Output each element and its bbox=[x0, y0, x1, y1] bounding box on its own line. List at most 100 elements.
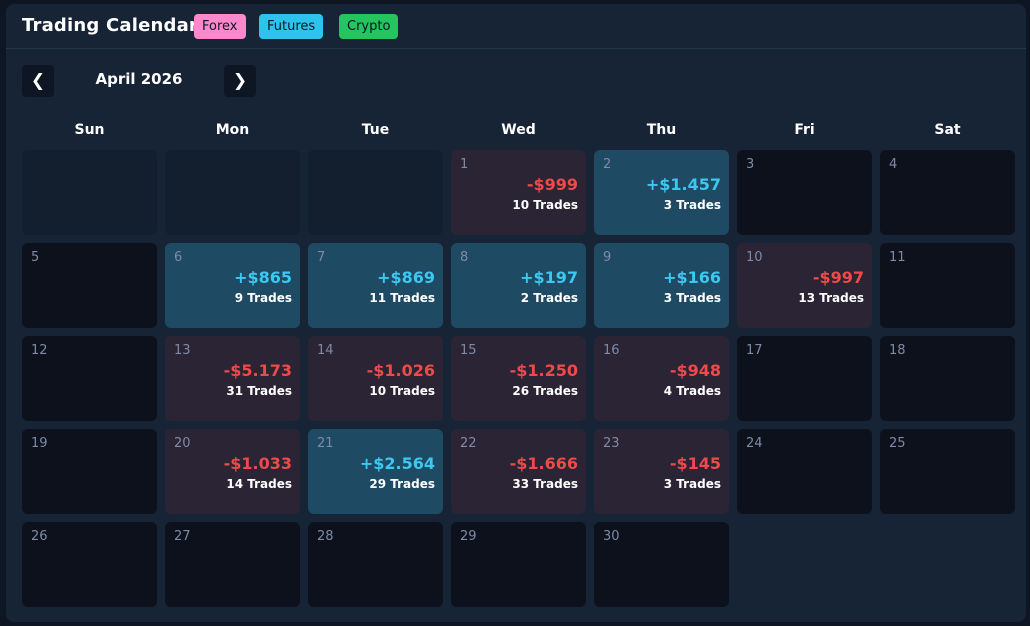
day-cell[interactable]: 4 bbox=[880, 150, 1015, 235]
day-cell[interactable]: 26 bbox=[22, 522, 157, 607]
month-label: April 2026 bbox=[95, 70, 183, 88]
weekday-label: Fri bbox=[794, 122, 815, 138]
day-trade-count: 2 Trades bbox=[520, 291, 578, 305]
day-number: 12 bbox=[31, 343, 48, 358]
day-pnl: -$145 bbox=[669, 454, 721, 473]
day-number: 11 bbox=[889, 250, 906, 265]
day-number: 6 bbox=[174, 250, 183, 265]
day-cell[interactable]: 22 -$1.666 33 Trades bbox=[451, 429, 586, 514]
weekday-label: Sat bbox=[934, 122, 961, 138]
day-number: 4 bbox=[889, 157, 898, 172]
empty-day-cell bbox=[308, 150, 443, 235]
day-number: 1 bbox=[460, 157, 469, 172]
day-cell[interactable]: 27 bbox=[165, 522, 300, 607]
weekday-label: Mon bbox=[215, 122, 250, 138]
day-pnl: -$1.026 bbox=[366, 361, 435, 380]
tag-forex[interactable]: Forex bbox=[194, 14, 246, 39]
day-number: 17 bbox=[746, 343, 763, 358]
day-cell[interactable]: 20 -$1.033 14 Trades bbox=[165, 429, 300, 514]
day-pnl: +$869 bbox=[377, 268, 435, 287]
day-cell[interactable]: 1 -$999 10 Trades bbox=[451, 150, 586, 235]
day-trade-count: 31 Trades bbox=[226, 384, 292, 398]
day-pnl: -$948 bbox=[669, 361, 721, 380]
day-cell[interactable]: 12 bbox=[22, 336, 157, 421]
day-cell[interactable]: 16 -$948 4 Trades bbox=[594, 336, 729, 421]
day-cell[interactable]: 5 bbox=[22, 243, 157, 328]
day-pnl: -$5.173 bbox=[223, 361, 292, 380]
day-trade-count: 10 Trades bbox=[512, 198, 578, 212]
day-pnl: -$999 bbox=[526, 175, 578, 194]
day-pnl: +$2.564 bbox=[359, 454, 435, 473]
empty-day-cell bbox=[165, 150, 300, 235]
day-cell[interactable]: 11 bbox=[880, 243, 1015, 328]
day-pnl: +$197 bbox=[520, 268, 578, 287]
day-pnl: +$865 bbox=[234, 268, 292, 287]
day-number: 15 bbox=[460, 343, 477, 358]
day-number: 8 bbox=[460, 250, 469, 265]
day-number: 24 bbox=[746, 436, 763, 451]
day-number: 29 bbox=[460, 529, 477, 544]
day-cell[interactable]: 28 bbox=[308, 522, 443, 607]
next-month-button[interactable]: ❯ bbox=[224, 65, 256, 97]
day-cell[interactable]: 8 +$197 2 Trades bbox=[451, 243, 586, 328]
chevron-left-icon: ❮ bbox=[30, 71, 46, 91]
empty-day-cell bbox=[22, 150, 157, 235]
day-pnl: +$166 bbox=[663, 268, 721, 287]
day-number: 22 bbox=[460, 436, 477, 451]
day-number: 18 bbox=[889, 343, 906, 358]
weekday-label: Wed bbox=[501, 122, 536, 138]
day-number: 28 bbox=[317, 529, 334, 544]
calendar-header: Trading Calendar Forex Futures Crypto bbox=[6, 4, 1026, 49]
day-cell[interactable]: 2 +$1.457 3 Trades bbox=[594, 150, 729, 235]
day-number: 26 bbox=[31, 529, 48, 544]
day-cell[interactable]: 9 +$166 3 Trades bbox=[594, 243, 729, 328]
previous-month-button[interactable]: ❮ bbox=[22, 65, 54, 97]
day-trade-count: 26 Trades bbox=[512, 384, 578, 398]
weekday-label: Sun bbox=[74, 122, 105, 138]
day-trade-count: 13 Trades bbox=[798, 291, 864, 305]
weekday-label: Tue bbox=[361, 122, 390, 138]
day-cell[interactable]: 10 -$997 13 Trades bbox=[737, 243, 872, 328]
day-cell[interactable]: 30 bbox=[594, 522, 729, 607]
day-cell[interactable]: 7 +$869 11 Trades bbox=[308, 243, 443, 328]
day-trade-count: 10 Trades bbox=[369, 384, 435, 398]
day-trade-count: 33 Trades bbox=[512, 477, 578, 491]
day-pnl: -$1.666 bbox=[509, 454, 578, 473]
day-number: 7 bbox=[317, 250, 326, 265]
tag-futures[interactable]: Futures bbox=[259, 14, 324, 39]
day-cell[interactable]: 29 bbox=[451, 522, 586, 607]
day-trade-count: 29 Trades bbox=[369, 477, 435, 491]
day-cell[interactable]: 3 bbox=[737, 150, 872, 235]
day-number: 13 bbox=[174, 343, 191, 358]
day-trade-count: 9 Trades bbox=[234, 291, 292, 305]
day-trade-count: 11 Trades bbox=[369, 291, 435, 305]
day-number: 14 bbox=[317, 343, 334, 358]
day-cell[interactable]: 25 bbox=[880, 429, 1015, 514]
day-number: 23 bbox=[603, 436, 620, 451]
day-cell[interactable]: 18 bbox=[880, 336, 1015, 421]
page-title: Trading Calendar bbox=[22, 15, 199, 36]
day-cell[interactable]: 17 bbox=[737, 336, 872, 421]
day-trade-count: 4 Trades bbox=[663, 384, 721, 398]
day-cell[interactable]: 19 bbox=[22, 429, 157, 514]
day-trade-count: 3 Trades bbox=[663, 198, 721, 212]
day-pnl: -$1.250 bbox=[509, 361, 578, 380]
day-cell[interactable]: 6 +$865 9 Trades bbox=[165, 243, 300, 328]
day-number: 10 bbox=[746, 250, 763, 265]
day-pnl: -$1.033 bbox=[223, 454, 292, 473]
day-cell[interactable]: 15 -$1.250 26 Trades bbox=[451, 336, 586, 421]
day-number: 3 bbox=[746, 157, 755, 172]
day-number: 2 bbox=[603, 157, 612, 172]
day-number: 27 bbox=[174, 529, 191, 544]
day-pnl: +$1.457 bbox=[645, 175, 721, 194]
weekday-label: Thu bbox=[646, 122, 677, 138]
day-number: 9 bbox=[603, 250, 612, 265]
day-cell[interactable]: 23 -$145 3 Trades bbox=[594, 429, 729, 514]
day-number: 21 bbox=[317, 436, 334, 451]
tag-crypto[interactable]: Crypto bbox=[339, 14, 399, 39]
day-cell[interactable]: 21 +$2.564 29 Trades bbox=[308, 429, 443, 514]
day-cell[interactable]: 13 -$5.173 31 Trades bbox=[165, 336, 300, 421]
day-pnl: -$997 bbox=[812, 268, 864, 287]
day-cell[interactable]: 24 bbox=[737, 429, 872, 514]
day-cell[interactable]: 14 -$1.026 10 Trades bbox=[308, 336, 443, 421]
